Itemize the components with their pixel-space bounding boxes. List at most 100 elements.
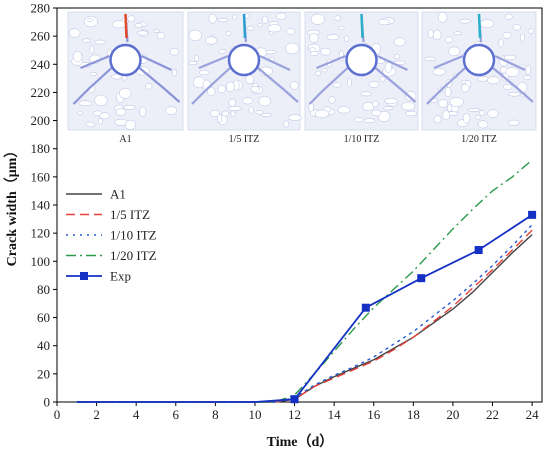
aggregate-particle: [145, 83, 153, 90]
tick-marks: 0 2 4 6 8 10 12 14 16 18 20 22 240204060801001201401…: [31, 1, 540, 423]
aggregate-particle: [217, 84, 226, 94]
legend-label: 1/10 ITZ: [110, 228, 157, 243]
exp-point: [290, 395, 299, 404]
aggregate-particle: [258, 96, 271, 107]
aggregate-particle: [94, 94, 108, 106]
aggregate-particle: [124, 119, 136, 130]
aggregate-particle: [241, 97, 254, 105]
aggregate-particle: [405, 91, 417, 101]
aggregate-particle: [115, 108, 127, 116]
aggregate-particle: [255, 110, 264, 115]
x-tick-label: 10: [248, 407, 261, 422]
aggregate-particle: [512, 24, 521, 31]
aggregate-particle: [405, 110, 418, 117]
aggregate-particle: [216, 114, 223, 123]
aggregate-particle: [85, 121, 95, 128]
y-tick-label: 100: [31, 254, 51, 269]
aggregate-particle: [498, 38, 504, 48]
y-tick-label: 200: [31, 113, 51, 128]
aggregate-particle: [452, 31, 463, 36]
aggregate-particle: [194, 54, 200, 62]
crack-path: [141, 55, 172, 71]
aggregate-particle: [134, 23, 144, 28]
aggregate-particle: [165, 106, 178, 115]
aggregate-particle: [467, 108, 481, 112]
aggregate-particle: [432, 68, 446, 76]
y-tick-label: 260: [31, 29, 51, 44]
aggregate-particle: [433, 115, 442, 124]
legend-label: 1/20 ITZ: [110, 248, 157, 263]
aggregate-particle: [123, 105, 136, 110]
legend-label: Exp: [110, 269, 131, 284]
legend-label: 1/5 ITZ: [110, 207, 150, 222]
aggregate-particle: [210, 109, 220, 117]
aggregate-particle: [507, 119, 520, 126]
aggregate-particle: [188, 29, 202, 42]
main-crack: [124, 13, 128, 39]
aggregate-particle: [82, 38, 92, 43]
aggregate-particle: [458, 18, 472, 24]
aggregate-particle: [384, 62, 392, 73]
aggregate-particle: [250, 85, 260, 93]
aggregate-particle: [502, 83, 513, 90]
aggregate-particle: [487, 76, 500, 85]
aggregate-particle: [286, 28, 296, 35]
aggregate-particle: [525, 64, 531, 76]
aggregate-particle: [225, 30, 232, 36]
aggregate-particle: [153, 29, 160, 33]
aggregate-particle: [393, 54, 400, 60]
aggregate-particle: [232, 14, 238, 20]
aggregate-particle: [72, 50, 83, 63]
aggregate-particle: [437, 11, 448, 23]
x-tick-label: 14: [328, 407, 342, 422]
aggregate-particle: [474, 115, 481, 120]
crack-path: [72, 67, 113, 105]
aggregate-particle: [477, 120, 489, 129]
crack-inset-images: A1 1/5 ITZ 1/10 ITZ 1/20 ITZ: [67, 11, 537, 145]
aggregate-particle: [445, 36, 453, 43]
y-tick-label: 140: [31, 198, 51, 213]
aggregate-particle: [127, 15, 136, 22]
crack-path: [494, 55, 526, 71]
aggregate-particle: [267, 24, 282, 33]
aggregate-particle: [247, 25, 255, 31]
aggregate-particle: [444, 86, 452, 97]
y-tick-label: 180: [31, 141, 51, 156]
aggregate-particle: [371, 109, 382, 117]
aggregate-particle: [285, 42, 300, 55]
inset-label: 1/5 ITZ: [229, 134, 260, 145]
aggregate-particle: [99, 112, 110, 120]
aggregate-particle: [448, 46, 461, 57]
main-crack: [360, 13, 364, 39]
crack-path: [257, 67, 299, 103]
crack-path: [198, 54, 229, 70]
exp-point: [361, 303, 370, 312]
aggregate-particle: [205, 36, 218, 45]
aggregate-particle: [309, 33, 319, 43]
aggregate-particle: [225, 81, 235, 92]
inset-panel: 1/10 ITZ: [304, 11, 419, 145]
y-tick-label: 280: [31, 1, 51, 16]
aggregate-particle: [78, 100, 93, 107]
aggregate-particle: [314, 109, 329, 119]
aggregate-particle: [217, 18, 229, 23]
aggregate-particle: [111, 20, 127, 29]
inset-panel: 1/5 ITZ: [187, 11, 303, 145]
aggregate-particle: [461, 83, 470, 93]
x-tick-label: 18: [407, 407, 420, 422]
aggregate-particle: [230, 110, 236, 117]
series-lines: [76, 159, 537, 404]
aggregate-particle: [77, 110, 83, 115]
aggregate-particle: [321, 68, 328, 73]
x-tick-label: 22: [486, 407, 499, 422]
aggregate-particle: [502, 31, 512, 39]
exp-point: [474, 246, 483, 255]
aggregate-particle: [283, 120, 290, 128]
aggregate-particle: [245, 74, 255, 85]
inset-label: 1/20 ITZ: [461, 134, 497, 145]
aggregate-particle: [326, 34, 340, 41]
crack-path: [433, 54, 464, 70]
aggregate-particle: [505, 13, 513, 20]
aggregate-particle: [208, 13, 217, 24]
aggregate-particle: [333, 15, 342, 21]
